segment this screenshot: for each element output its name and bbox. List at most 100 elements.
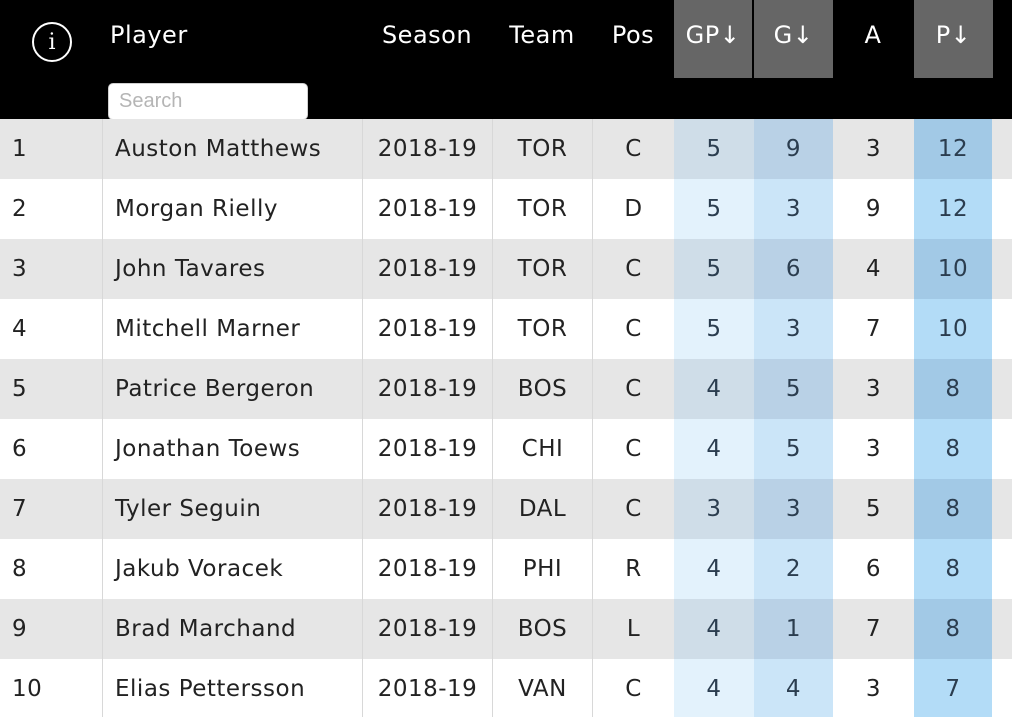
info-icon[interactable]: i xyxy=(32,22,72,62)
cell-team: BOS xyxy=(492,359,592,419)
cell-season: 2018-19 xyxy=(362,659,492,717)
cell-season: 2018-19 xyxy=(362,179,492,239)
cell-rank: 8 xyxy=(12,556,28,582)
column-header-gp[interactable]: GP↓ xyxy=(674,0,752,119)
cell-rank: 2 xyxy=(12,196,28,222)
table-row[interactable]: 7 Tyler Seguin 2018-19 DAL C 3 3 5 8 xyxy=(0,479,1012,539)
cell-player: Jonathan Toews xyxy=(102,419,362,479)
cell-gp: 4 xyxy=(674,359,754,419)
column-header-a[interactable]: A xyxy=(833,0,913,119)
cell-season: 2018-19 xyxy=(362,539,492,599)
cell-p: 8 xyxy=(914,419,992,479)
cell-g: 2 xyxy=(754,539,833,599)
sorted-column-highlight xyxy=(754,0,833,78)
cell-player: Auston Matthews xyxy=(102,119,362,179)
cell-a: 3 xyxy=(865,436,882,462)
column-header-g[interactable]: G↓ xyxy=(754,0,833,119)
cell-gp: 4 xyxy=(674,599,754,659)
cell-team: DAL xyxy=(492,479,592,539)
column-header-season[interactable]: Season xyxy=(362,0,492,119)
cell-pos: C xyxy=(592,359,674,419)
cell-p: 8 xyxy=(914,359,992,419)
cell-gp: 4 xyxy=(674,539,754,599)
column-header-team-label: Team xyxy=(509,21,575,49)
cell-team: TOR xyxy=(492,299,592,359)
cell-rank: 4 xyxy=(12,316,28,342)
cell-g: 5 xyxy=(754,359,833,419)
table-header: i Player Season Team Pos GP↓ G↓ A P↓ xyxy=(0,0,1012,120)
cell-team: CHI xyxy=(492,419,592,479)
cell-p: 7 xyxy=(914,659,992,717)
table-row[interactable]: 9 Brad Marchand 2018-19 BOS L 4 1 7 8 xyxy=(0,599,1012,659)
cell-season: 2018-19 xyxy=(362,419,492,479)
column-header-a-label: A xyxy=(864,21,882,49)
info-glyph: i xyxy=(48,29,56,55)
cell-pos: C xyxy=(592,419,674,479)
cell-rank: 3 xyxy=(12,256,28,282)
cell-p: 12 xyxy=(914,179,992,239)
sorted-column-highlight xyxy=(914,0,993,78)
column-header-player[interactable]: Player xyxy=(102,0,362,119)
table-row[interactable]: 2 Morgan Rielly 2018-19 TOR D 5 3 9 12 xyxy=(0,179,1012,239)
cell-p: 8 xyxy=(914,539,992,599)
table-row[interactable]: 10 Elias Pettersson 2018-19 VAN C 4 4 3 7 xyxy=(0,659,1012,717)
table-body: 1 Auston Matthews 2018-19 TOR C 5 9 3 12 2 Morgan … xyxy=(0,119,1012,717)
column-header-season-label: Season xyxy=(381,21,473,49)
cell-season: 2018-19 xyxy=(362,119,492,179)
cell-a: 6 xyxy=(865,556,882,582)
column-header-p[interactable]: P↓ xyxy=(914,0,993,119)
cell-season: 2018-19 xyxy=(362,599,492,659)
column-header-pos[interactable]: Pos xyxy=(592,0,674,119)
column-header-p-label: P↓ xyxy=(935,21,972,49)
cell-player: Morgan Rielly xyxy=(102,179,362,239)
table-row[interactable]: 5 Patrice Bergeron 2018-19 BOS C 4 5 3 8 xyxy=(0,359,1012,419)
table-row[interactable]: 6 Jonathan Toews 2018-19 CHI C 4 5 3 8 xyxy=(0,419,1012,479)
cell-pos: C xyxy=(592,119,674,179)
cell-team: BOS xyxy=(492,599,592,659)
cell-team: PHI xyxy=(492,539,592,599)
cell-player: Tyler Seguin xyxy=(102,479,362,539)
table-row[interactable]: 1 Auston Matthews 2018-19 TOR C 5 9 3 12 xyxy=(0,119,1012,179)
cell-g: 6 xyxy=(754,239,833,299)
sorted-column-highlight xyxy=(674,0,752,78)
column-header-team[interactable]: Team xyxy=(492,0,592,119)
cell-gp: 5 xyxy=(674,119,754,179)
cell-p: 12 xyxy=(914,119,992,179)
cell-g: 5 xyxy=(754,419,833,479)
cell-a: 5 xyxy=(865,496,882,522)
cell-p: 10 xyxy=(914,239,992,299)
cell-rank: 10 xyxy=(12,676,43,702)
cell-rank: 1 xyxy=(12,136,28,162)
search-input[interactable] xyxy=(108,83,308,120)
cell-player: Elias Pettersson xyxy=(102,659,362,717)
cell-p: 10 xyxy=(914,299,992,359)
cell-g: 3 xyxy=(754,299,833,359)
cell-gp: 5 xyxy=(674,299,754,359)
cell-rank: 6 xyxy=(12,436,28,462)
cell-player: Brad Marchand xyxy=(102,599,362,659)
table-row[interactable]: 8 Jakub Voracek 2018-19 PHI R 4 2 6 8 xyxy=(0,539,1012,599)
cell-a: 3 xyxy=(865,376,882,402)
cell-rank: 7 xyxy=(12,496,28,522)
cell-player: John Tavares xyxy=(102,239,362,299)
cell-pos: C xyxy=(592,299,674,359)
cell-a: 9 xyxy=(865,196,882,222)
cell-a: 3 xyxy=(865,676,882,702)
cell-g: 1 xyxy=(754,599,833,659)
column-header-pos-label: Pos xyxy=(611,21,655,49)
cell-player: Jakub Voracek xyxy=(102,539,362,599)
cell-team: TOR xyxy=(492,119,592,179)
cell-player: Mitchell Marner xyxy=(102,299,362,359)
cell-rank: 5 xyxy=(12,376,28,402)
cell-g: 3 xyxy=(754,479,833,539)
table-row[interactable]: 4 Mitchell Marner 2018-19 TOR C 5 3 7 10 xyxy=(0,299,1012,359)
cell-gp: 3 xyxy=(674,479,754,539)
cell-pos: C xyxy=(592,479,674,539)
cell-player: Patrice Bergeron xyxy=(102,359,362,419)
table-row[interactable]: 3 John Tavares 2018-19 TOR C 5 6 4 10 xyxy=(0,239,1012,299)
cell-g: 4 xyxy=(754,659,833,717)
cell-season: 2018-19 xyxy=(362,239,492,299)
column-header-g-label: G↓ xyxy=(773,21,814,49)
cell-pos: R xyxy=(592,539,674,599)
